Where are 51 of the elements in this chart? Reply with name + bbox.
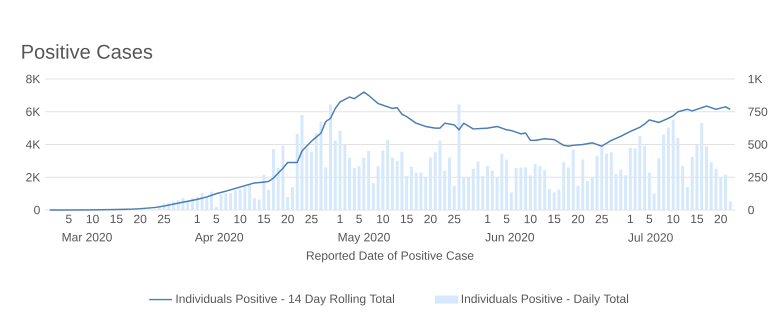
x-axis-title: Reported Date of Positive Case (306, 251, 474, 262)
bar (300, 115, 304, 210)
x-tick-label: 15 (258, 214, 270, 224)
x-tick-label: 1 (338, 214, 343, 223)
x-tick-label: 25 (448, 214, 460, 224)
text: Apr 2020 (194, 232, 244, 244)
text: Jul 2020 (628, 232, 673, 242)
x-tick-label: 5 (213, 214, 220, 224)
x-tick-label: 5 (504, 214, 510, 224)
x-tick-label: 1 (628, 214, 634, 223)
y2-tick-label: 0 (748, 206, 754, 214)
y2-tick-label: 250 (748, 172, 768, 182)
x-tick-label: 20 (714, 214, 727, 224)
text: May 2020 (338, 232, 390, 244)
x-tick-label: 15 (110, 214, 123, 224)
text: Jun 2020 (485, 232, 534, 242)
y2-tick-label: 1K (748, 74, 762, 84)
x-tick-label: 1 (485, 214, 490, 223)
x-tick-label: 10 (524, 214, 537, 224)
y-tick-label: 4K (26, 140, 40, 149)
bar (438, 140, 442, 210)
x-tick-label: 15 (691, 214, 704, 224)
x-tick-label: 20 (282, 214, 294, 224)
x-tick-label: 15 (548, 214, 560, 224)
legend-label: Individuals Positive - 14 Day Rolling Total (176, 294, 394, 306)
x-tick-label: 5 (66, 214, 72, 224)
x-tick-label: 20 (572, 214, 584, 224)
legend-label: Individuals Positive - Daily Total (462, 294, 628, 306)
x-tick-label: 10 (86, 214, 99, 224)
y-tick-label: 8K (26, 74, 40, 84)
x-tick-label: 20 (134, 214, 146, 224)
x-tick-label: 10 (377, 214, 390, 224)
y-tick-label: 6K (26, 107, 40, 116)
x-tick-label: 25 (158, 214, 170, 224)
x-tick-label: 1 (194, 214, 200, 223)
x-tick-label: 25 (596, 214, 608, 224)
x-tick-label: 10 (234, 214, 246, 224)
x-tick-label: 20 (424, 214, 437, 224)
text: Mar 2020 (62, 232, 112, 242)
y2-tick-label: 750 (748, 107, 768, 116)
y-tick-label: 2K (26, 173, 40, 182)
bar (329, 104, 332, 210)
x-tick-label: 15 (400, 214, 413, 224)
y2-tick-label: 500 (748, 140, 768, 149)
y-tick-label: 0 (34, 206, 40, 214)
x-tick-label: 5 (356, 214, 362, 224)
x-tick-label: 5 (646, 214, 652, 224)
bar (458, 104, 460, 210)
x-tick-label: 10 (667, 214, 680, 224)
chart-title: Positive Cases (22, 44, 152, 59)
x-tick-label: 25 (305, 214, 318, 224)
